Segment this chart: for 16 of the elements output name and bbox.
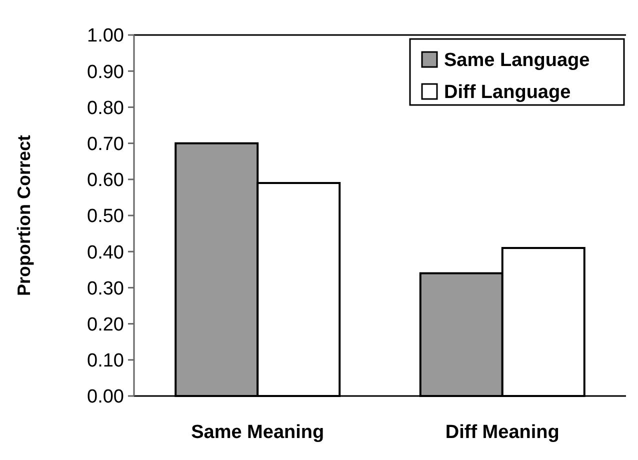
y-tick-label: 0.30 <box>87 278 124 300</box>
y-tick-label: 1.00 <box>87 26 124 47</box>
y-tick-label: 0.60 <box>87 170 124 192</box>
y-tick-label: 0.00 <box>87 386 124 408</box>
y-tick-label: 0.40 <box>87 242 124 264</box>
x-tick-label: Same Meaning <box>191 422 324 443</box>
y-axis-title: Proportion Correct <box>14 134 34 296</box>
y-tick-label: 0.80 <box>87 98 124 119</box>
y-tick-label: 0.20 <box>87 314 124 336</box>
legend-label: Diff Language <box>444 82 571 103</box>
y-tick-label: 0.50 <box>87 206 124 228</box>
legend-label: Same Language <box>444 50 590 71</box>
y-tick-label: 0.90 <box>87 62 124 83</box>
y-tick-label: 0.70 <box>87 134 124 155</box>
y-tick-label: 0.10 <box>87 350 124 372</box>
x-tick-label: Diff Meaning <box>445 422 560 443</box>
